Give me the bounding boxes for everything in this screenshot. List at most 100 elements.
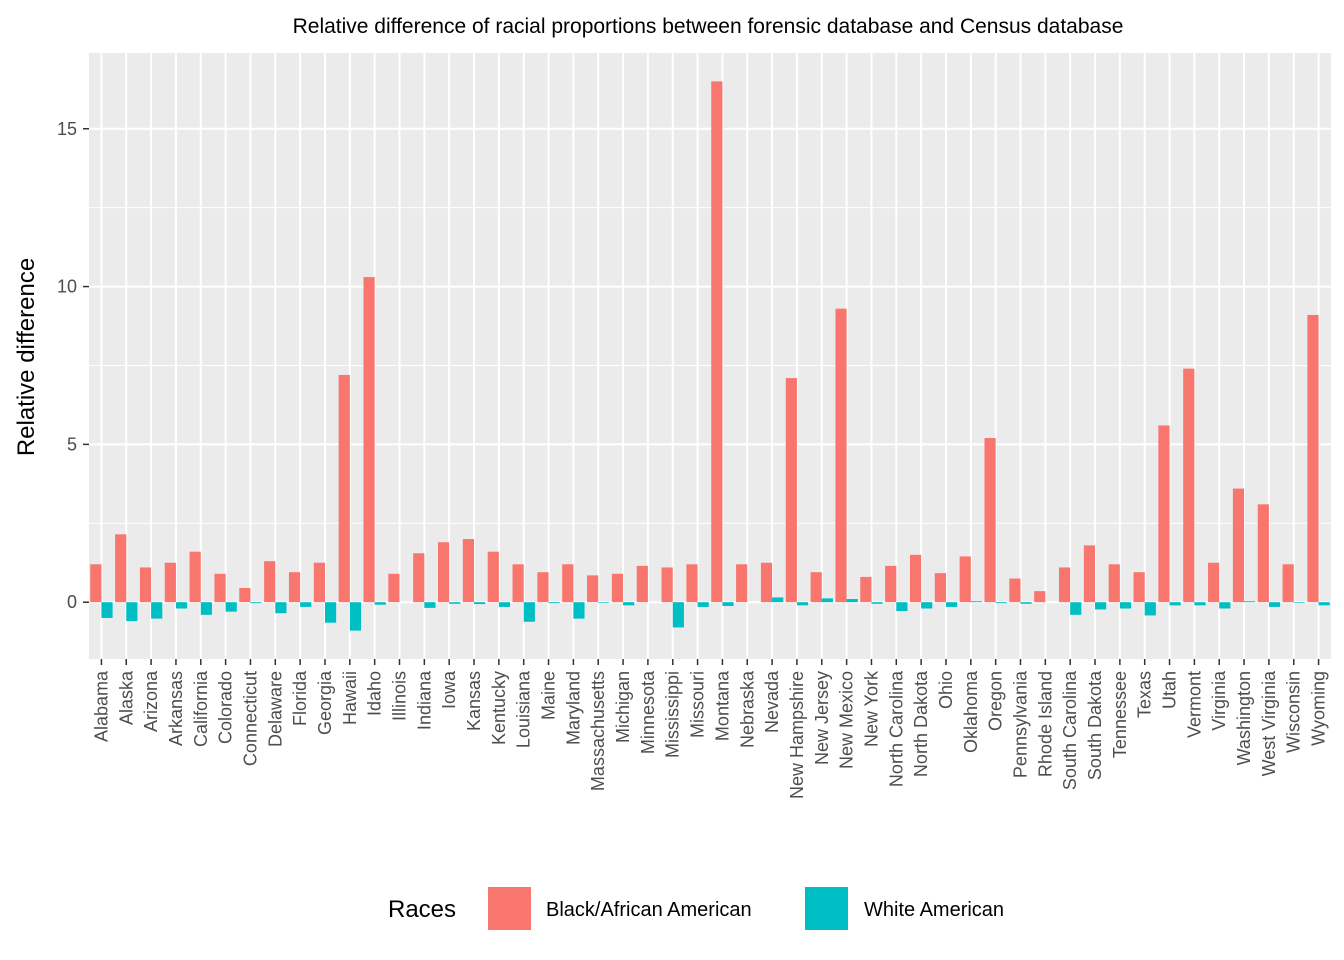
x-tick-label-north-dakota: North Dakota [911, 670, 931, 777]
bar-white-american-washington [1244, 601, 1256, 603]
bar-white-american-utah [1169, 602, 1181, 606]
x-tick-label-alaska: Alaska [116, 670, 136, 725]
x-tick-label-mississippi: Mississippi [663, 671, 683, 758]
bar-black-african-american-missouri [686, 564, 698, 603]
x-tick-label-massachusetts: Massachusetts [588, 671, 608, 791]
bar-black-african-american-utah [1158, 425, 1170, 603]
bars [90, 81, 1330, 631]
x-tick-label-new-jersey: New Jersey [812, 671, 832, 765]
bar-black-african-american-iowa [438, 542, 450, 603]
bar-black-african-american-new-jersey [810, 572, 822, 603]
bar-black-african-american-massachusetts [587, 575, 599, 603]
x-tick-label-connecticut: Connecticut [240, 671, 260, 766]
bar-white-american-wisconsin [1293, 602, 1305, 603]
bar-white-american-montana [722, 602, 734, 606]
x-tick-label-wyoming: Wyoming [1309, 671, 1329, 746]
bar-black-african-american-texas [1133, 572, 1145, 603]
bar-white-american-massachusetts [598, 602, 610, 603]
bar-white-american-south-carolina [1070, 602, 1082, 615]
x-tick-label-hawaii: Hawaii [340, 671, 360, 725]
bar-white-american-georgia [324, 602, 337, 623]
bar-black-african-american-pennsylvania [1009, 578, 1021, 603]
bar-white-american-north-dakota [921, 602, 933, 609]
bar-black-african-american-nevada [760, 562, 773, 603]
x-tick-label-virginia: Virginia [1209, 670, 1229, 731]
bar-white-american-alaska [126, 602, 138, 622]
bar-white-american-new-hampshire [796, 602, 809, 606]
bar-black-african-american-michigan [611, 573, 624, 603]
bar-black-african-american-kentucky [487, 551, 499, 603]
x-tick-label-new-hampshire: New Hampshire [787, 671, 807, 799]
x-tick-label-utah: Utah [1160, 671, 1180, 709]
bar-white-american-pennsylvania [1020, 602, 1032, 604]
bar-white-american-hawaii [349, 602, 361, 631]
bar-black-african-american-georgia [313, 562, 325, 603]
x-tick-label-illinois: Illinois [390, 671, 410, 721]
bar-black-african-american-south-dakota [1083, 545, 1096, 603]
bar-white-american-louisiana [523, 602, 535, 622]
bar-black-african-american-south-carolina [1059, 567, 1071, 603]
x-tick-label-louisiana: Louisiana [514, 670, 534, 748]
legend-label-black-african-american: Black/African American [546, 899, 752, 921]
bar-black-african-american-west-virginia [1257, 504, 1269, 603]
x-tick-label-vermont: Vermont [1184, 671, 1204, 738]
bar-white-american-kentucky [498, 602, 511, 607]
x-tick-label-iowa: Iowa [439, 670, 459, 709]
bar-black-african-american-colorado [214, 573, 226, 603]
bar-black-african-american-virginia [1208, 562, 1220, 603]
bar-black-african-american-mississippi [661, 567, 673, 603]
chart-title: Relative difference of racial proportion… [293, 15, 1124, 38]
x-tick-label-washington: Washington [1234, 671, 1254, 765]
bar-black-african-american-delaware [264, 561, 276, 603]
bar-white-american-maine [548, 602, 560, 604]
x-tick-label-california: California [191, 670, 211, 747]
x-tick-label-kansas: Kansas [464, 671, 484, 731]
y-tick-label: 15 [57, 119, 77, 139]
y-tick-label: 5 [67, 434, 77, 454]
bar-black-african-american-vermont [1183, 368, 1195, 603]
y-axis: 0 5 10 15 [57, 119, 89, 612]
bar-black-african-american-tennessee [1108, 564, 1120, 603]
bar-black-african-american-florida [288, 572, 301, 603]
bar-white-american-nevada [772, 597, 784, 603]
x-tick-label-maine: Maine [539, 671, 559, 720]
x-tick-label-georgia: Georgia [315, 670, 335, 735]
x-tick-label-maryland: Maryland [563, 671, 583, 745]
bar-black-african-american-north-carolina [885, 565, 897, 603]
bar-black-african-american-north-dakota [909, 554, 922, 603]
x-tick-label-florida: Florida [290, 670, 310, 726]
x-tick-label-colorado: Colorado [216, 671, 236, 744]
bar-white-american-new-york [871, 602, 883, 604]
bar-white-american-oregon [995, 602, 1007, 604]
x-tick-label-ohio: Ohio [936, 671, 956, 709]
x-tick-label-tennessee: Tennessee [1110, 671, 1130, 758]
minor-gridlines [89, 207, 1331, 524]
bar-black-african-american-idaho [363, 277, 375, 603]
bar-black-african-american-new-york [860, 576, 872, 603]
legend-key-black-african-american [488, 887, 531, 930]
x-tick-label-indiana: Indiana [414, 670, 434, 730]
bar-black-african-american-oklahoma [959, 556, 971, 603]
bar-black-african-american-maine [537, 572, 549, 603]
bar-black-african-american-washington [1232, 488, 1245, 603]
x-tick-label-alabama: Alabama [91, 670, 111, 742]
x-tick-label-arkansas: Arkansas [166, 671, 186, 746]
x-axis: Alabama Alaska Arizona Arkansas California Co… [91, 659, 1329, 799]
plot-panel [89, 53, 1331, 659]
bar-white-american-south-dakota [1095, 602, 1107, 610]
bar-black-african-american-new-hampshire [785, 378, 797, 603]
bar-black-african-american-montana [711, 81, 723, 603]
bar-white-american-mississippi [672, 602, 684, 628]
bar-black-african-american-oregon [984, 438, 996, 603]
bar-black-african-american-indiana [413, 553, 425, 603]
bar-black-african-american-minnesota [636, 565, 648, 603]
bar-black-african-american-louisiana [512, 564, 524, 603]
bar-black-african-american-kansas [462, 539, 475, 603]
bar-white-american-michigan [623, 602, 635, 606]
bar-white-american-missouri [697, 602, 709, 607]
bar-white-american-texas [1144, 602, 1156, 616]
x-tick-label-rhode-island: Rhode Island [1035, 671, 1055, 777]
bar-white-american-iowa [449, 602, 461, 604]
x-tick-label-south-carolina: South Carolina [1060, 670, 1080, 790]
